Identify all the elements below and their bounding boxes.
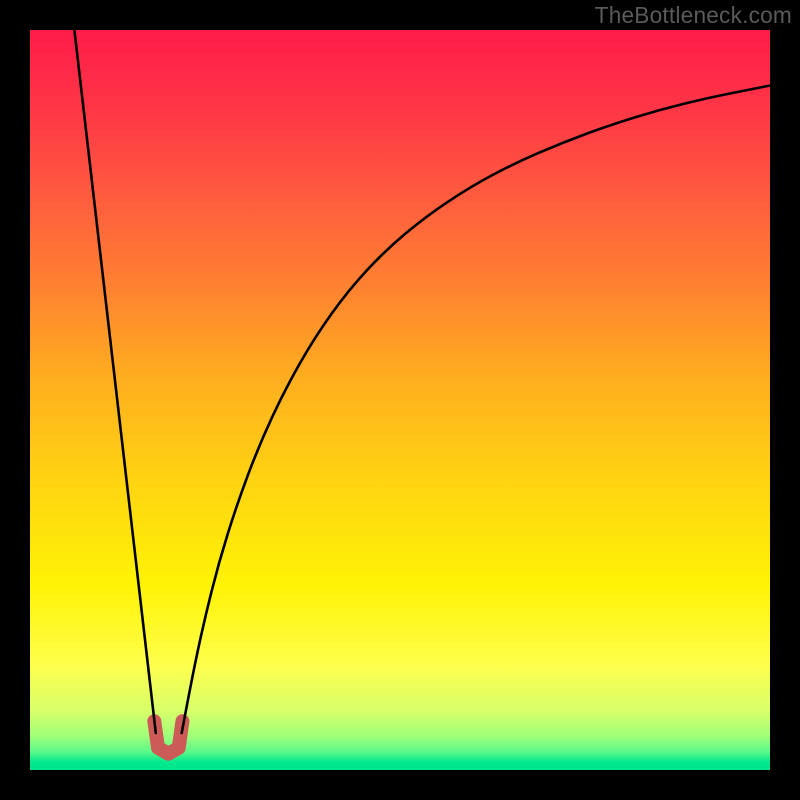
chart-frame: TheBottleneck.com bbox=[0, 0, 800, 800]
chart-svg bbox=[0, 0, 800, 800]
watermark-label: TheBottleneck.com bbox=[595, 2, 792, 29]
plot-background bbox=[30, 30, 770, 770]
